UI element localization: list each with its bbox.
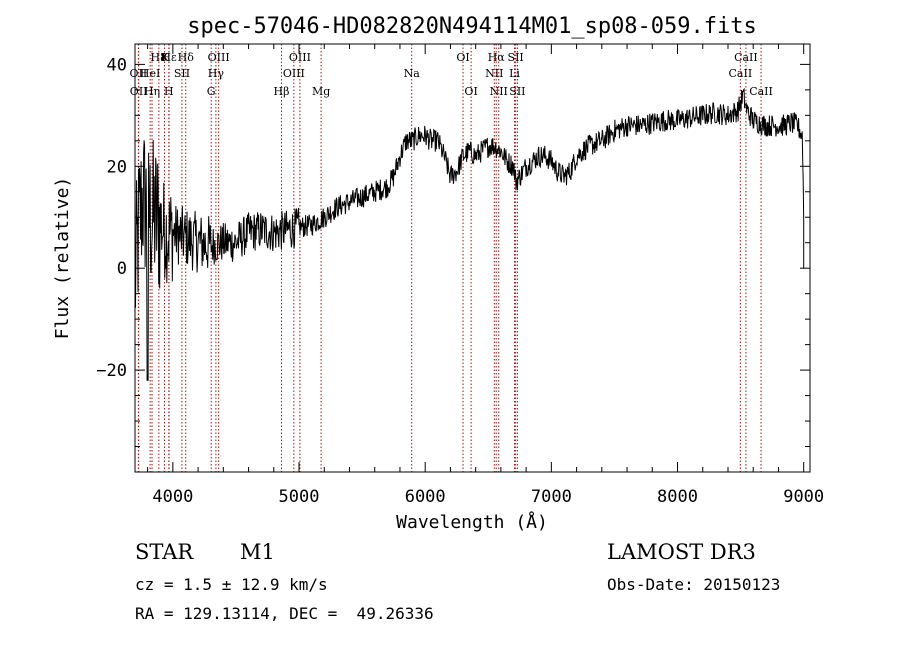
x-axis-ticks: 4000 5000 6000 7000 8000 9000 bbox=[147, 44, 824, 507]
x-axis-label: Wavelength (Å) bbox=[396, 511, 548, 533]
line-label-21: H bbox=[164, 85, 174, 98]
spectral-line-markers bbox=[137, 44, 762, 472]
line-label-2: K bbox=[160, 51, 169, 64]
line-label-11: HeI bbox=[140, 67, 160, 80]
spectrum-line bbox=[134, 87, 805, 381]
y-tick-label--20: −20 bbox=[96, 361, 127, 381]
line-label-19: OII bbox=[130, 85, 148, 98]
line-label-10: OII bbox=[130, 67, 148, 80]
line-label-15: Na bbox=[404, 67, 421, 80]
line-label-8: SII bbox=[508, 51, 524, 64]
x-tick-label-5000: 5000 bbox=[279, 487, 320, 507]
x-tick-label-6000: 6000 bbox=[405, 487, 446, 507]
line-label-22: G bbox=[207, 85, 216, 98]
line-label-24: Mg bbox=[312, 85, 330, 98]
line-label-18: CaII bbox=[729, 67, 753, 80]
line-label-3: Hδ bbox=[178, 51, 195, 64]
chart-title: spec-57046-HD082820N494114M01_sp08-059.f… bbox=[187, 14, 757, 39]
x-tick-label-9000: 9000 bbox=[783, 487, 824, 507]
survey-name: LAMOST DR3 bbox=[607, 540, 756, 564]
y-tick-label-40: 40 bbox=[107, 55, 127, 75]
ra-dec-coordinates: RA = 129.13114, DEC = 49.26336 bbox=[135, 604, 434, 623]
line-label-25: OI bbox=[464, 85, 477, 98]
spectrum-chart: spec-57046-HD082820N494114M01_sp08-059.f… bbox=[52, 14, 824, 533]
x-tick-label-4000: 4000 bbox=[152, 487, 193, 507]
x-tick-label-8000: 8000 bbox=[657, 487, 698, 507]
spectrum-series bbox=[134, 87, 805, 381]
object-class: STAR bbox=[135, 540, 194, 564]
line-label-0: Hε bbox=[161, 51, 177, 64]
y-tick-label-0: 0 bbox=[117, 259, 127, 279]
line-label-5: OIII bbox=[289, 51, 311, 64]
line-label-13: Hγ bbox=[208, 67, 225, 80]
line-label-6: OI bbox=[456, 51, 469, 64]
line-label-1: H8 bbox=[151, 51, 168, 64]
redshift-cz: cz = 1.5 ± 12.9 km/s bbox=[135, 575, 328, 594]
line-label-7: Hα bbox=[488, 51, 506, 64]
y-axis-ticks: −20 0 20 40 bbox=[96, 55, 810, 473]
line-label-14: OIII bbox=[283, 67, 305, 80]
line-label-12: SII bbox=[174, 67, 190, 80]
line-label-4: OIII bbox=[208, 51, 230, 64]
y-axis-label: Flux (relative) bbox=[52, 177, 73, 340]
object-subclass: M1 bbox=[240, 540, 275, 564]
line-label-20: Hη bbox=[144, 85, 160, 98]
y-tick-label-20: 20 bbox=[107, 157, 127, 177]
line-label-28: CaII bbox=[749, 85, 773, 98]
line-label-16: NII bbox=[485, 67, 503, 80]
line-label-9: CaII bbox=[734, 51, 758, 64]
plot-frame bbox=[134, 43, 811, 473]
line-label-27: SII bbox=[509, 85, 525, 98]
x-tick-label-7000: 7000 bbox=[531, 487, 572, 507]
line-label-17: Li bbox=[509, 67, 520, 80]
line-label-23: Hβ bbox=[274, 85, 290, 98]
observation-date: Obs-Date: 20150123 bbox=[607, 575, 781, 594]
line-label-26: NII bbox=[490, 85, 508, 98]
